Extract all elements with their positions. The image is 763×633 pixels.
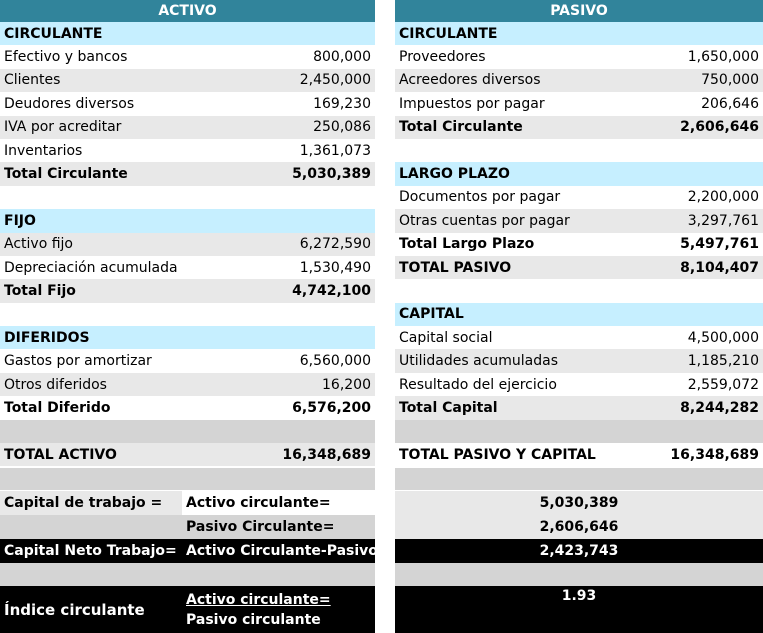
activo-row: IVA por acreditar 250,086 [0, 115, 375, 139]
indice-numerator: Activo circulante= [186, 591, 331, 608]
indice-row: Índice circulante Activo circulante= Pas… [0, 586, 763, 633]
separator-right [395, 468, 763, 490]
spacer-row [0, 185, 375, 210]
activo-fijo-total: Total Fijo 4,742,100 [0, 279, 375, 303]
capital-total: Total Capital 8,244,282 [395, 396, 763, 420]
indice-formula: Activo circulante= Pasivo circulante [182, 586, 375, 633]
empty-cell [395, 563, 763, 587]
pasivo-circulante-row: Pasivo Circulante= 2,606,646 [0, 515, 763, 539]
pasivo-row: Impuestos por pagar 206,646 [395, 92, 763, 116]
activo-fijo-heading: FIJO [0, 209, 375, 233]
capital-row: Utilidades acumuladas 1,185,210 [395, 349, 763, 373]
activo-circulante-label: Activo circulante= [182, 491, 375, 515]
capital-neto-row: Capital Neto Trabajo= Activo Circulante-… [0, 539, 763, 563]
total-pasivo-row: TOTAL PASIVO 8,104,407 [395, 255, 763, 280]
pasivo-row: Acreedores diversos 750,000 [395, 68, 763, 93]
activo-row: Deudores diversos 169,230 [0, 92, 375, 116]
indice-denominator: Pasivo circulante [186, 611, 321, 628]
activo-circulante-heading: CIRCULANTE [0, 22, 375, 46]
capital-trabajo-row: Capital de trabajo = Activo circulante= … [0, 491, 763, 515]
capital-heading: CAPITAL [395, 302, 763, 327]
pasivo-circulante-heading: CIRCULANTE [395, 22, 763, 46]
capital-row: Resultado del ejercicio 2,559,072 [395, 372, 763, 397]
activo-diferidos-heading: DIFERIDOS [0, 326, 375, 350]
activo-circulante-total: Total Circulante 5,030,389 [0, 162, 375, 186]
activo-row: Efectivo y bancos 800,000 [0, 45, 375, 69]
activo-column: ACTIVO CIRCULANTE Efectivo y bancos 800,0… [0, 0, 375, 467]
pasivo-row: Otras cuentas por pagar 3,297,761 [395, 209, 763, 233]
pasivo-circulante-total: Total Circulante 2,606,646 [395, 115, 763, 139]
pasivo-column: PASIVO CIRCULANTE Proveedores 1,650,000 A… [395, 0, 763, 467]
capital-neto-label: Capital Neto Trabajo= [0, 539, 182, 563]
spacer-row [395, 138, 763, 163]
activo-row: Inventarios 1,361,073 [0, 138, 375, 163]
total-activo-row: TOTAL ACTIVO 16,348,689 [0, 443, 375, 467]
capital-neto-formula: Activo Circulante-Pasivo Circulante [182, 539, 375, 563]
activo-row: Gastos por amortizar 6,560,000 [0, 349, 375, 373]
separator-left [0, 468, 375, 490]
pasivo-row: Proveedores 1,650,000 [395, 45, 763, 69]
pasivo-circulante-value: 2,606,646 [395, 515, 763, 539]
activo-circulante-value: 5,030,389 [395, 491, 763, 515]
activo-row: Activo fijo 6,272,590 [0, 232, 375, 256]
activo-header: ACTIVO [0, 0, 375, 22]
activo-row: Depreciación acumulada 1,530,490 [0, 255, 375, 280]
total-pasivo-capital-row: TOTAL PASIVO Y CAPITAL 16,348,689 [395, 443, 763, 467]
capital-row: Capital social 4,500,000 [395, 326, 763, 350]
activo-diferidos-total: Total Diferido 6,576,200 [0, 396, 375, 420]
pasivo-circulante-label: Pasivo Circulante= [182, 515, 375, 539]
spacer-row [0, 302, 375, 327]
capital-trabajo-label: Capital de trabajo = [0, 491, 182, 515]
capital-neto-value: 2,423,743 [395, 539, 763, 563]
indice-label: Índice circulante [0, 586, 182, 633]
empty-cell [0, 515, 182, 539]
empty-cell [0, 563, 375, 587]
spacer-row [0, 419, 375, 444]
activo-row: Otros diferidos 16,200 [0, 372, 375, 397]
activo-row: Clientes 2,450,000 [0, 68, 375, 93]
spacer-row [395, 279, 763, 303]
pasivo-largo-plazo-heading: LARGO PLAZO [395, 162, 763, 186]
spacer-row [0, 563, 763, 587]
pasivo-row: Documentos por pagar 2,200,000 [395, 185, 763, 210]
pasivo-largo-plazo-total: Total Largo Plazo 5,497,761 [395, 232, 763, 256]
pasivo-header: PASIVO [395, 0, 763, 22]
spacer-row [395, 419, 763, 444]
indice-value: 1.93 [395, 586, 763, 633]
